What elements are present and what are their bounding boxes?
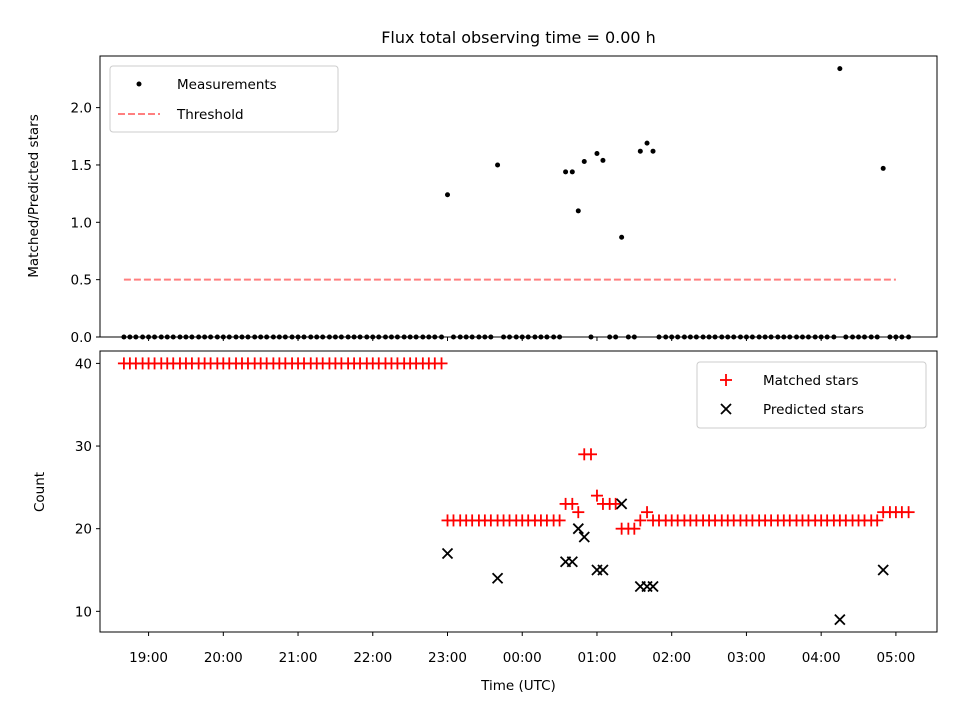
measurement-point xyxy=(569,169,575,175)
predicted-x-b xyxy=(441,547,454,560)
bottom-xlabel: Time (UTC) xyxy=(480,678,556,694)
bottom-xtick-label: 23:00 xyxy=(428,650,467,666)
predicted-stars-point xyxy=(647,580,659,593)
predicted-stars-point xyxy=(572,523,584,535)
predicted-x-b xyxy=(647,580,659,593)
matched-stars-point xyxy=(609,497,622,510)
bottom-xtick-label: 02:00 xyxy=(652,650,691,666)
bottom-xtick-label: 21:00 xyxy=(279,650,318,666)
predicted-x-b xyxy=(578,531,590,543)
bottom-series-predicted-stars xyxy=(441,498,889,626)
measurement-point xyxy=(600,157,606,163)
bottom-x-ticks: 19:00 20:00 21:00 22:00 23:00 00:00 01:00 02:00… xyxy=(129,632,915,666)
predicted-x-b xyxy=(877,564,889,576)
measurement-point xyxy=(581,159,587,165)
measurement-point xyxy=(445,192,451,198)
bottom-y-ticks: 10 20 30 40 xyxy=(75,356,100,620)
bottom-xtick-label: 05:00 xyxy=(876,650,915,666)
top-y-ticks: 0.0 0.5 1.0 1.5 2.0 xyxy=(71,101,100,346)
top-panel: Flux total observing time = 0.00 h Match… xyxy=(26,28,938,346)
measurement-point xyxy=(644,140,650,146)
measurement-point xyxy=(837,66,843,72)
predicted-stars-point xyxy=(615,498,628,510)
top-ytick-label: 0.5 xyxy=(71,273,92,289)
bottom-xtick-label: 04:00 xyxy=(802,650,841,666)
matched-stars-point xyxy=(566,497,579,510)
predicted-x-b xyxy=(597,564,609,576)
bottom-plot-area xyxy=(117,357,915,626)
top-legend: Measurements Threshold xyxy=(109,65,339,133)
bottom-ytick-label: 10 xyxy=(75,604,92,620)
predicted-stars-point xyxy=(578,531,590,543)
legend-matched-label: Matched stars xyxy=(763,373,859,389)
matched-stars-point xyxy=(572,506,585,519)
bottom-series-matched-stars xyxy=(117,357,915,535)
measurement-point xyxy=(563,169,569,175)
top-ytick-label: 0.0 xyxy=(71,330,92,346)
top-ytick-label: 1.5 xyxy=(71,158,92,174)
measurement-point xyxy=(495,162,501,168)
bottom-xtick-label: 01:00 xyxy=(578,650,617,666)
bottom-ytick-label: 20 xyxy=(75,522,92,538)
legend-predicted-marker xyxy=(720,403,732,415)
measurement-point xyxy=(880,165,886,171)
matched-stars-point xyxy=(641,506,654,519)
bottom-ytick-label: 40 xyxy=(75,356,92,372)
top-ytick-label: 1.0 xyxy=(71,215,92,231)
matched-stars-point xyxy=(871,514,884,527)
predicted-x-b xyxy=(615,498,628,510)
bottom-xtick-label: 03:00 xyxy=(727,650,766,666)
legend-threshold-label: Threshold xyxy=(176,107,244,123)
legend-measurements-marker xyxy=(136,81,142,87)
measurement-point xyxy=(650,148,656,154)
measurement-point xyxy=(575,208,581,214)
top-x-ticks xyxy=(148,337,897,341)
top-chart-title: Flux total observing time = 0.00 h xyxy=(381,28,656,47)
bottom-panel: Count Time (UTC) 10 20 30 40 19:00 20:00 21:0… xyxy=(32,350,938,694)
predicted-stars-point xyxy=(441,547,454,560)
top-ylabel: Matched/Predicted stars xyxy=(26,114,42,277)
measurement-point xyxy=(637,148,643,154)
predicted-stars-point xyxy=(834,613,846,626)
top-ytick-label: 2.0 xyxy=(71,101,92,117)
bottom-legend: Matched stars Predicted stars xyxy=(696,361,927,429)
legend-measurements-label: Measurements xyxy=(177,77,277,93)
bottom-xtick-label: 19:00 xyxy=(129,650,168,666)
bottom-ytick-label: 30 xyxy=(75,439,92,455)
predicted-x-b xyxy=(834,613,846,626)
predicted-stars-point xyxy=(491,572,504,584)
predicted-stars-point xyxy=(877,564,889,576)
predicted-stars-point xyxy=(566,556,578,568)
bottom-xtick-label: 20:00 xyxy=(204,650,243,666)
measurement-point xyxy=(594,150,600,156)
matched-stars-point xyxy=(634,514,647,527)
matched-stars-point xyxy=(590,489,603,502)
legend-matched-marker xyxy=(720,374,732,386)
bottom-xtick-label: 22:00 xyxy=(353,650,392,666)
matched-stars-point xyxy=(584,448,597,461)
matched-stars-point xyxy=(435,357,448,370)
top-axes-frame xyxy=(99,55,938,338)
predicted-x-b xyxy=(572,523,584,535)
measurement-point xyxy=(619,234,625,240)
bottom-legend-box xyxy=(696,361,927,429)
predicted-x-b xyxy=(566,556,578,568)
matched-stars-point xyxy=(553,514,566,527)
predicted-stars-point xyxy=(597,564,609,576)
legend-predicted-label: Predicted stars xyxy=(763,402,864,418)
matched-stars-point xyxy=(628,522,641,535)
bottom-ylabel: Count xyxy=(32,472,48,512)
predicted-x-b xyxy=(491,572,504,584)
bottom-axes-frame xyxy=(99,350,938,633)
bottom-xtick-label: 00:00 xyxy=(503,650,542,666)
top-legend-box xyxy=(109,65,339,133)
matched-stars-point xyxy=(902,506,915,519)
